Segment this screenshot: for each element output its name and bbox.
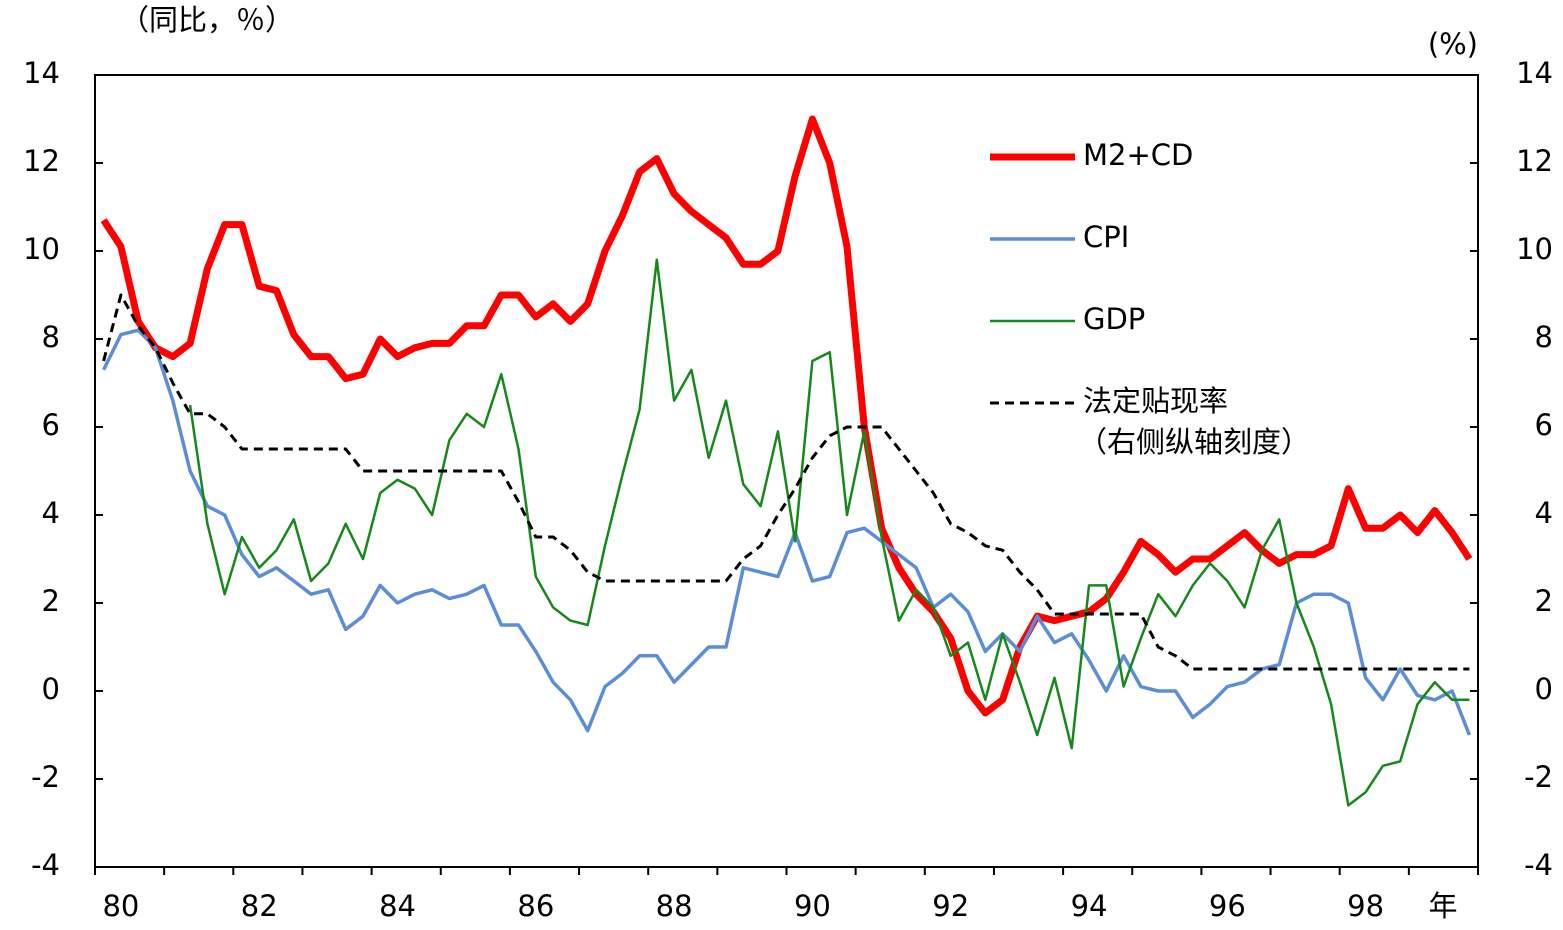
x-tick-label: 90 (794, 889, 831, 923)
y-tick-label: 14 (23, 56, 60, 90)
legend-label: M2+CD (1083, 138, 1193, 172)
y2-axis-label: (%) (1428, 27, 1478, 61)
x-tick-label: 92 (932, 889, 969, 923)
series-line (188, 258, 1470, 807)
y-tick-label: -4 (31, 848, 60, 882)
series-line (102, 293, 1470, 671)
y2-tick-label: 4 (1535, 496, 1553, 530)
x-tick-label: 82 (241, 889, 278, 923)
legend-label: GDP (1083, 302, 1145, 336)
legend-note: （右侧纵轴刻度） (1078, 425, 1310, 459)
y2-tick-label: 12 (1516, 144, 1553, 178)
y-tick-label: 12 (23, 144, 60, 178)
x-tick-label: 86 (517, 889, 554, 923)
y-tick-label: 8 (42, 320, 60, 354)
y-tick-label: 2 (42, 584, 60, 618)
x-tick-label: 96 (1209, 889, 1246, 923)
series-line (102, 328, 1472, 736)
y2-tick-label: -4 (1524, 848, 1553, 882)
y2-tick-label: 10 (1516, 232, 1553, 266)
y2-tick-label: 2 (1535, 584, 1553, 618)
x-tick-label: 88 (656, 889, 693, 923)
x-tick-label: 98 (1347, 889, 1384, 923)
series-line (100, 115, 1473, 717)
y-tick-label: 4 (42, 496, 60, 530)
y2-tick-label: 14 (1516, 56, 1553, 90)
y2-tick-label: 0 (1535, 672, 1553, 706)
y-tick-label: 0 (42, 672, 60, 706)
x-tick-label: 84 (379, 889, 416, 923)
plot-frame (94, 74, 1479, 868)
y-tick-label: -2 (31, 760, 60, 794)
y2-tick-label: 6 (1535, 408, 1553, 442)
y2-tick-label: 8 (1535, 320, 1553, 354)
y2-tick-label: -2 (1524, 760, 1553, 794)
y-tick-label: 6 (42, 408, 60, 442)
y-tick-label: 10 (23, 232, 60, 266)
legend-label: CPI (1083, 220, 1129, 254)
x-tick-label: 94 (1071, 889, 1108, 923)
x-tick-label: 80 (102, 889, 139, 923)
y-axis-label: （同比，％） (120, 3, 294, 37)
x-axis-unit: 年 (1428, 889, 1457, 923)
legend-label: 法定贴现率 (1083, 384, 1228, 418)
